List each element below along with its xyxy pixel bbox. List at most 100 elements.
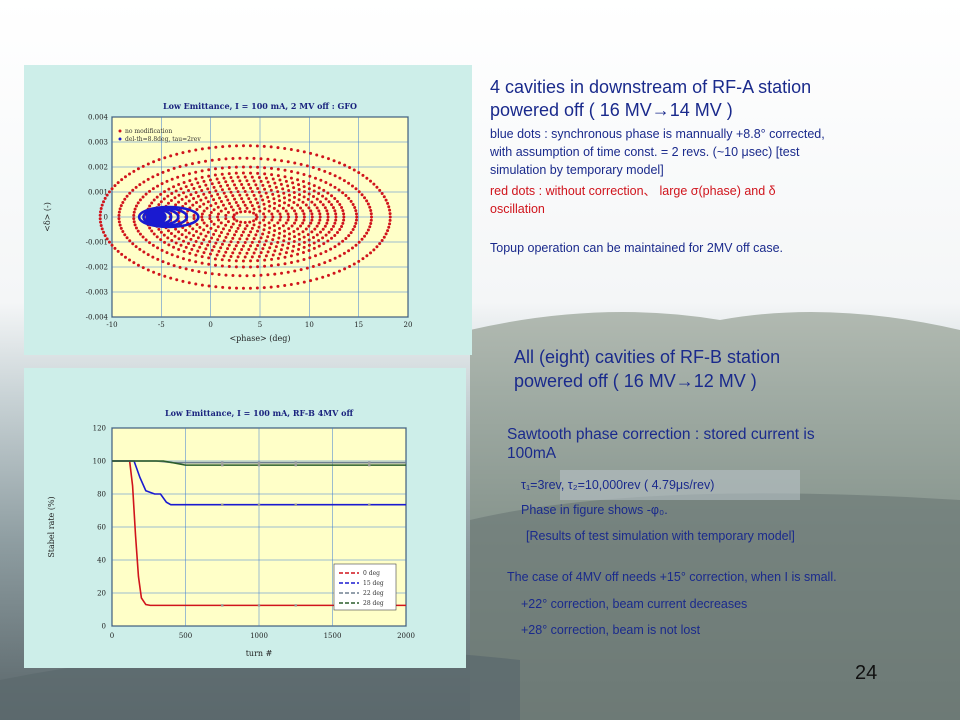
red-data-point — [214, 201, 218, 205]
red-data-point — [169, 276, 173, 280]
red-data-point — [118, 223, 122, 227]
red-data-point — [202, 209, 206, 213]
red-data-point — [103, 196, 107, 200]
red-data-point — [278, 212, 282, 216]
red-data-point — [274, 185, 278, 189]
red-data-point — [279, 215, 283, 219]
red-data-point — [341, 191, 345, 195]
page-number: 24 — [855, 662, 878, 684]
red-data-point — [307, 187, 311, 191]
series-marker — [221, 463, 224, 467]
red-data-point — [157, 158, 161, 162]
blue-dots-note-1: blue dots : synchronous phase is mannual… — [490, 127, 825, 141]
red-data-point — [226, 220, 230, 224]
red-data-point — [234, 265, 238, 269]
red-data-point — [214, 189, 218, 193]
x-tick-label: -10 — [106, 321, 117, 329]
red-data-point — [272, 206, 276, 210]
red-data-point — [314, 254, 318, 258]
red-data-point — [309, 279, 313, 283]
red-data-point — [210, 236, 214, 240]
section-a-heading-2: powered off ( 16 MV→14 MV ) — [490, 100, 733, 120]
red-data-point — [274, 245, 278, 249]
red-data-point — [157, 227, 161, 231]
red-data-point — [178, 265, 182, 269]
red-data-point — [182, 191, 186, 195]
red-data-point — [294, 218, 298, 222]
x-tick-label: 20 — [404, 321, 413, 329]
y-tick-label: 0.004 — [88, 114, 109, 122]
red-data-point — [331, 224, 335, 228]
red-data-point — [290, 260, 294, 264]
red-data-point — [241, 144, 245, 148]
red-data-point — [207, 174, 211, 178]
red-data-point — [322, 188, 326, 192]
red-data-point — [267, 221, 271, 225]
red-data-point — [212, 232, 216, 236]
red-data-point — [278, 231, 282, 235]
red-data-point — [224, 207, 228, 211]
red-data-point — [315, 206, 319, 210]
y-tick-label: 0.001 — [88, 189, 108, 197]
red-data-point — [207, 168, 211, 172]
red-data-point — [254, 213, 258, 217]
red-data-point — [299, 268, 303, 272]
red-data-point — [284, 209, 288, 213]
red-data-point — [155, 235, 159, 239]
series-marker — [368, 461, 371, 464]
red-data-point — [304, 227, 308, 231]
red-data-point — [341, 239, 345, 243]
red-data-point — [234, 165, 238, 169]
red-data-point — [187, 172, 191, 176]
red-data-point — [194, 282, 198, 286]
red-data-point — [217, 272, 221, 276]
red-data-point — [259, 179, 263, 183]
red-data-point — [268, 184, 272, 188]
red-data-point — [326, 157, 330, 161]
red-data-point — [342, 212, 346, 216]
red-data-point — [283, 229, 287, 233]
y-tick-label: -0.003 — [86, 289, 108, 297]
case-4mv-note: The case of 4MV off needs +15° correctio… — [507, 570, 837, 584]
y-tick-label: 120 — [93, 425, 106, 433]
red-data-point — [276, 221, 280, 225]
red-data-point — [231, 208, 235, 212]
red-data-point — [128, 258, 132, 262]
red-data-point — [271, 215, 275, 219]
legend-blue-marker — [118, 137, 122, 141]
x-tick-label: 1500 — [324, 632, 342, 640]
red-data-point — [307, 181, 311, 185]
red-data-point — [317, 191, 321, 195]
red-data-point — [233, 233, 237, 237]
red-data-point — [238, 223, 242, 227]
red-data-point — [308, 256, 312, 260]
red-data-point — [323, 261, 327, 265]
red-data-point — [238, 156, 242, 160]
red-data-point — [156, 246, 160, 250]
red-data-point — [243, 255, 247, 259]
red-data-point — [357, 190, 361, 194]
red-data-point — [213, 263, 217, 267]
red-data-point — [224, 235, 228, 239]
red-data-point — [194, 201, 198, 205]
red-data-point — [384, 198, 388, 202]
red-data-point — [187, 258, 191, 262]
red-data-point — [213, 257, 217, 261]
red-data-point — [208, 178, 212, 182]
red-data-point — [343, 163, 347, 167]
red-data-point — [148, 189, 152, 193]
red-data-point — [296, 171, 300, 175]
phase-space-chart: -10 -5 0 5 10 15 20 0.004 0.003 0.002 0.001 0 -0.001… — [43, 101, 413, 343]
red-data-point — [293, 161, 297, 165]
red-data-point — [252, 211, 256, 215]
red-data-point — [306, 197, 310, 201]
red-data-point — [234, 259, 238, 263]
red-data-point — [337, 161, 341, 165]
red-data-point — [221, 285, 225, 289]
red-data-point — [331, 206, 335, 210]
red-data-point — [327, 200, 331, 204]
red-data-point — [234, 230, 238, 234]
red-data-point — [301, 251, 305, 255]
red-data-point — [247, 197, 251, 201]
red-data-point — [357, 171, 361, 175]
